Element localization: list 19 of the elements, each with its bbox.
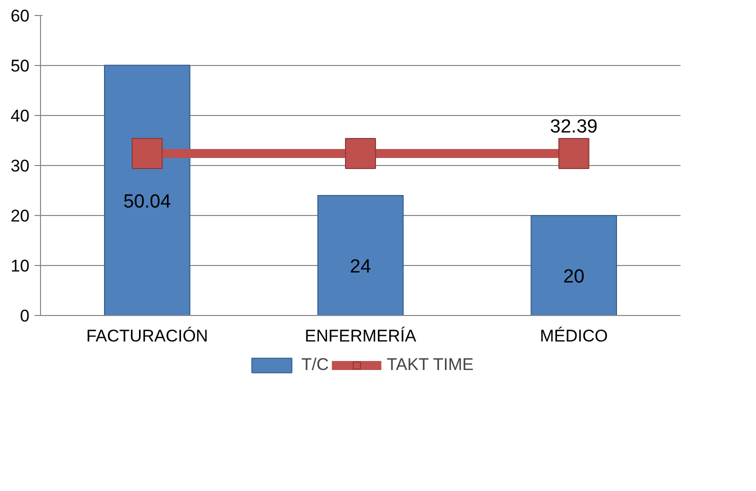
legend-label: T/C bbox=[301, 355, 329, 375]
y-tick-label: 30 bbox=[10, 156, 30, 176]
x-tick-label: FACTURACIÓN bbox=[86, 326, 208, 346]
data-label: 24 bbox=[350, 256, 372, 278]
y-tick-label: 60 bbox=[10, 6, 30, 26]
y-tick-label: 0 bbox=[20, 306, 30, 326]
data-label: 20 bbox=[563, 266, 584, 288]
bar bbox=[317, 195, 404, 316]
x-tick-label: MÉDICO bbox=[540, 326, 608, 346]
y-tick-label: 40 bbox=[10, 106, 30, 126]
y-tick-label: 10 bbox=[10, 256, 30, 276]
data-label: 50.04 bbox=[123, 191, 172, 212]
y-tick-label: 50 bbox=[10, 56, 30, 76]
bar bbox=[530, 215, 617, 316]
x-tick-label: ENFERMERÍA bbox=[304, 326, 417, 346]
legend-label: TAKT TIME bbox=[386, 355, 474, 375]
data-label: 32.39 bbox=[550, 116, 598, 138]
y-tick-label: 20 bbox=[10, 206, 30, 226]
bar bbox=[104, 64, 190, 316]
